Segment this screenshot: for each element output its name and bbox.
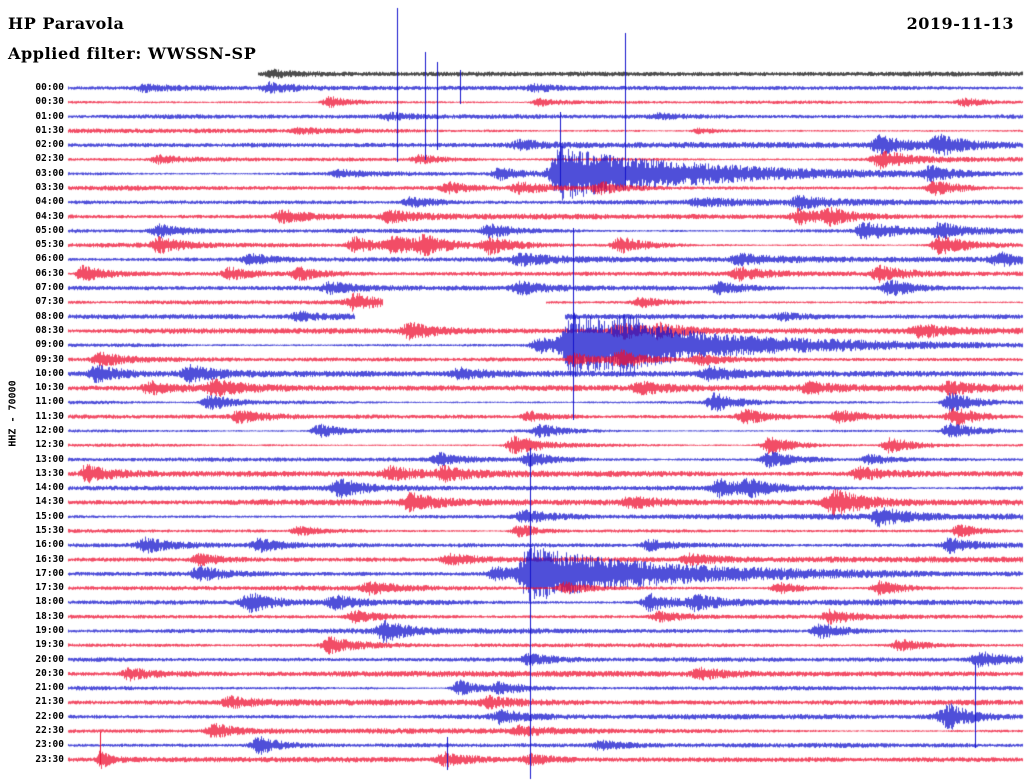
- time-label: 13:00: [35, 453, 64, 465]
- time-label: 06:30: [35, 267, 64, 279]
- time-label: 04:30: [35, 210, 64, 222]
- time-label: 07:00: [35, 282, 64, 294]
- time-label: 08:30: [35, 324, 64, 336]
- time-label: 20:30: [35, 667, 64, 679]
- time-label: 20:00: [35, 653, 64, 665]
- time-label: 01:00: [35, 110, 64, 122]
- time-axis: 00:00 00:30 01:00 01:30 02:00 02:30 03:00 03:30…: [0, 0, 68, 780]
- time-label: 10:30: [35, 382, 64, 394]
- time-label: 15:30: [35, 524, 64, 536]
- time-label: 16:00: [35, 539, 64, 551]
- time-label: 01:30: [35, 124, 64, 136]
- time-label: 17:00: [35, 567, 64, 579]
- time-label: 10:00: [35, 367, 64, 379]
- time-label: 04:00: [35, 196, 64, 208]
- time-label: 06:00: [35, 253, 64, 265]
- time-label: 12:30: [35, 439, 64, 451]
- time-label: 23:00: [35, 739, 64, 751]
- time-label: 03:30: [35, 182, 64, 194]
- time-label: 12:00: [35, 424, 64, 436]
- time-label: 19:30: [35, 639, 64, 651]
- time-label: 21:00: [35, 682, 64, 694]
- time-label: 22:30: [35, 725, 64, 737]
- time-label: 13:30: [35, 467, 64, 479]
- time-label: 11:00: [35, 396, 64, 408]
- time-label: 11:30: [35, 410, 64, 422]
- time-label: 09:30: [35, 353, 64, 365]
- time-label: 00:00: [35, 82, 64, 93]
- time-label: 00:30: [35, 96, 64, 108]
- time-label: 21:30: [35, 696, 64, 708]
- time-label: 05:30: [35, 239, 64, 251]
- time-label: 08:00: [35, 310, 64, 322]
- time-label: 16:30: [35, 553, 64, 565]
- time-label: 14:00: [35, 482, 64, 494]
- time-label: 22:00: [35, 710, 64, 722]
- time-label: 05:00: [35, 224, 64, 236]
- time-label: 09:00: [35, 339, 64, 351]
- time-label: 02:00: [35, 139, 64, 151]
- time-label: 19:00: [35, 625, 64, 637]
- time-label: 18:00: [35, 596, 64, 608]
- time-label: 14:30: [35, 496, 64, 508]
- time-label: 23:30: [35, 753, 64, 765]
- time-label: 15:00: [35, 510, 64, 522]
- time-label: 03:00: [35, 167, 64, 179]
- time-label: 18:30: [35, 610, 64, 622]
- time-label: 07:30: [35, 296, 64, 308]
- time-label: 02:30: [35, 153, 64, 165]
- time-label: 17:30: [35, 582, 64, 594]
